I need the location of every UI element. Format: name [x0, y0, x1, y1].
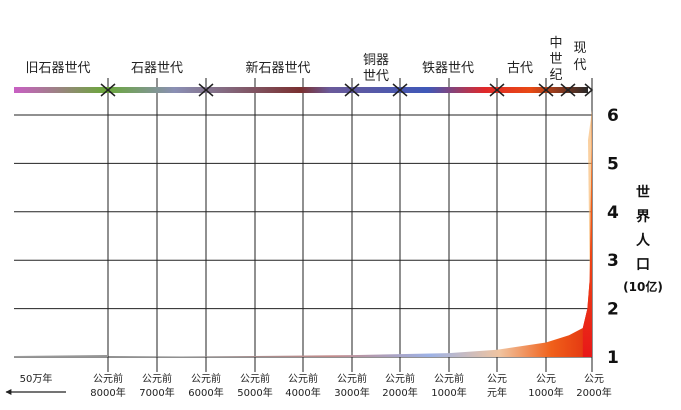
x-tick-label: 公元前 [142, 372, 172, 385]
x-tick-label: 1000年 [431, 386, 466, 399]
era-color-band [14, 87, 588, 93]
era-label: 新石器世代 [245, 60, 310, 76]
era-label: 现代 [573, 41, 586, 73]
era-arrow-left [544, 83, 554, 97]
x-tick-label: 公元前 [240, 372, 270, 385]
y-axis-label-part: 口 [636, 257, 650, 273]
population-area [14, 110, 592, 357]
y-axis-label-part: 人 [636, 232, 651, 249]
era-arrow-left [204, 83, 214, 97]
x-tick-label: 公元前 [93, 372, 123, 385]
era-label: 中世纪 [549, 36, 562, 83]
x-tick-label: 公元前 [385, 372, 415, 385]
y-tick-label: 6 [607, 106, 619, 126]
x-tick-label: 公元前 [337, 372, 367, 385]
y-tick-label: 1 [607, 348, 619, 368]
era-label: 古代 [507, 61, 533, 76]
era-band [14, 83, 594, 97]
x-tick-label: 公元前 [191, 372, 221, 385]
x-tick-label: 6000年 [188, 386, 223, 399]
y-tick-label: 3 [607, 251, 619, 271]
x-tick-label: 3000年 [334, 386, 369, 399]
era-arrow-right [584, 83, 594, 97]
era-label: 旧石器世代 [25, 61, 90, 76]
x-tick-label: 公元 [536, 374, 556, 385]
x-tick-label: 公元前 [288, 372, 318, 385]
era-label: 铁器世代 [422, 61, 474, 76]
era-label: 铜器世代 [363, 53, 389, 84]
era-label: 石器世代 [131, 61, 183, 76]
x-tick-label: 2000年 [382, 386, 417, 399]
x-tick-label: 公元 [487, 374, 507, 385]
x-tick-label: 公元前 [434, 372, 464, 385]
x-tick-label: 公元 [584, 374, 604, 385]
y-axis-label-part: 界 [636, 209, 651, 225]
era-arrow-left [566, 83, 576, 97]
x-tick-label: 8000年 [90, 386, 125, 399]
y-axis-ticks: 1 2 3 4 5 6 [607, 106, 619, 368]
x-tick-label: 50万年 [20, 372, 53, 385]
y-axis-label-part: 世 [636, 184, 650, 201]
era-arrow-left [350, 83, 360, 97]
x-tick-label: 2000年 [576, 386, 611, 399]
x-tick-label: 4000年 [285, 386, 320, 399]
x-tick-label: 7000年 [139, 386, 174, 399]
modern-population-spike [582, 110, 592, 357]
y-tick-label: 4 [607, 203, 619, 223]
y-tick-label: 5 [607, 154, 619, 174]
x-axis-ticks: 50万年 公元前8000年公元前7000年公元前6000年公元前5000年公元前4… [5, 372, 612, 399]
x-tick-label: 元年 [487, 386, 507, 399]
y-tick-label: 2 [607, 300, 619, 320]
x-tick-label: 1000年 [528, 386, 563, 399]
era-arrow-left [106, 83, 116, 97]
grid [14, 78, 593, 372]
x-tick-label: 5000年 [237, 386, 272, 399]
y-axis-label-part: (10亿) [623, 279, 663, 294]
era-arrow-left [398, 83, 408, 97]
spike-highlight [588, 110, 592, 280]
era-arrow-left [495, 83, 505, 97]
